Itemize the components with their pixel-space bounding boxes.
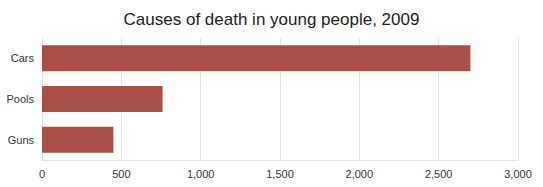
svg-text:1,500: 1,500 [266,168,294,180]
svg-text:0: 0 [39,168,45,180]
svg-text:Causes of death in young peopl: Causes of death in young people, 2009 [124,10,420,29]
svg-text:3,000: 3,000 [504,168,532,180]
svg-text:Guns: Guns [8,134,35,146]
svg-text:Pools: Pools [6,93,34,105]
svg-text:1,000: 1,000 [187,168,215,180]
svg-text:500: 500 [112,168,130,180]
svg-text:2,000: 2,000 [346,168,374,180]
svg-text:Cars: Cars [11,52,35,64]
svg-text:2,500: 2,500 [425,168,453,180]
